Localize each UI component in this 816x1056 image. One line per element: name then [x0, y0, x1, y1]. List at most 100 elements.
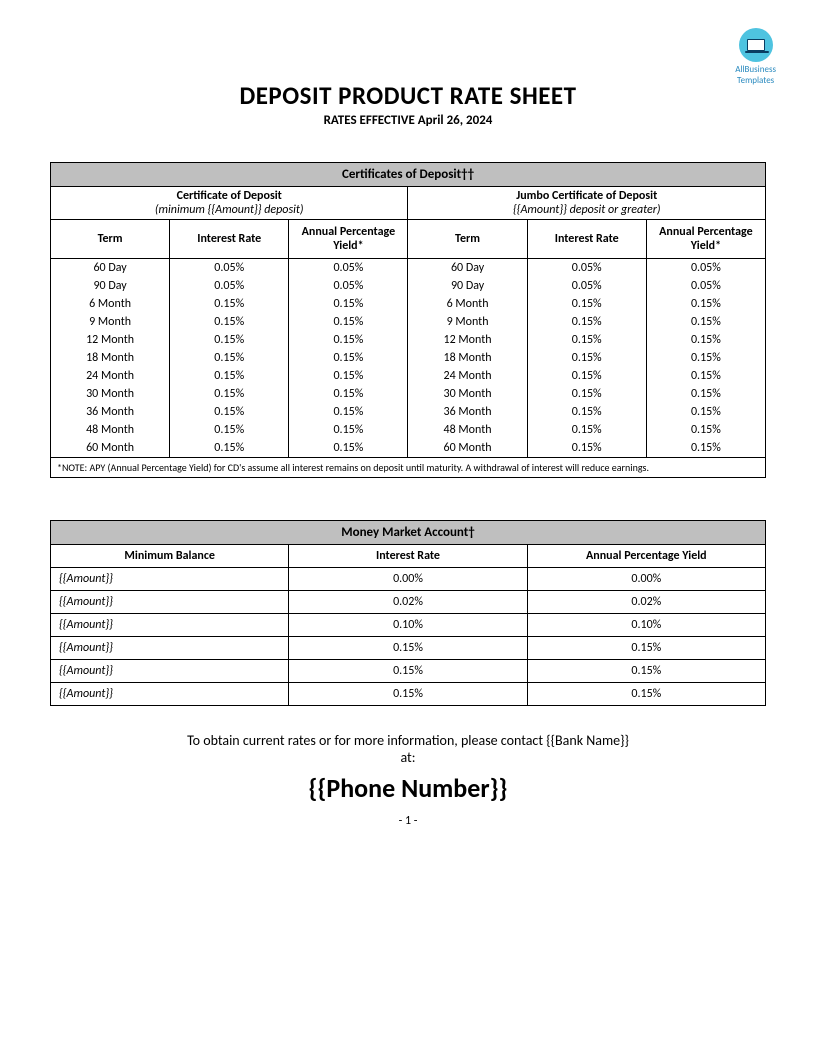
mm-col-bal: Minimum Balance	[51, 545, 289, 568]
cell: 0.00%	[527, 568, 765, 591]
cell: 0.15%	[170, 367, 289, 385]
cell: 0.15%	[289, 385, 408, 403]
col-apy: Annual Percentage Yield*	[289, 220, 408, 259]
table-row: {{Amount}}0.15%0.15%	[51, 683, 766, 706]
cd-table: Certificates of Deposit†† Certificate of…	[50, 162, 766, 478]
cell: 30 Month	[51, 385, 170, 403]
cell: 0.15%	[527, 385, 646, 403]
cell: 0.05%	[170, 259, 289, 278]
cell: 0.15%	[646, 331, 765, 349]
cell: 0.15%	[289, 421, 408, 439]
col-ir: Interest Rate	[170, 220, 289, 259]
cell: 0.15%	[170, 349, 289, 367]
cell: 0.15%	[646, 313, 765, 331]
cell: 0.15%	[527, 683, 765, 706]
cell: 0.00%	[289, 568, 527, 591]
cell: 0.05%	[646, 277, 765, 295]
table-row: 18 Month0.15%0.15%18 Month0.15%0.15%	[51, 349, 766, 367]
cell: 0.10%	[527, 614, 765, 637]
cell: 0.02%	[289, 591, 527, 614]
table-row: 48 Month0.15%0.15%48 Month0.15%0.15%	[51, 421, 766, 439]
cell: 0.15%	[527, 439, 646, 458]
cell: 90 Day	[408, 277, 527, 295]
logo-icon	[739, 28, 773, 62]
cd-header: Certificates of Deposit††	[51, 163, 766, 187]
cell: 0.15%	[646, 367, 765, 385]
cell: 0.15%	[527, 295, 646, 313]
cell: 36 Month	[51, 403, 170, 421]
cell: {{Amount}}	[51, 637, 289, 660]
cell: 0.05%	[170, 277, 289, 295]
page-number: - 1 -	[50, 814, 766, 828]
cell: 60 Day	[408, 259, 527, 278]
col-japy: Annual Percentage Yield*	[646, 220, 765, 259]
cell: 0.15%	[527, 331, 646, 349]
table-row: 90 Day0.05%0.05%90 Day0.05%0.05%	[51, 277, 766, 295]
cell: 0.15%	[527, 660, 765, 683]
table-row: 9 Month0.15%0.15%9 Month0.15%0.15%	[51, 313, 766, 331]
cd-left-sub: (minimum {{Amount}} deposit)	[155, 203, 304, 217]
cell: 18 Month	[51, 349, 170, 367]
cell: 0.15%	[527, 637, 765, 660]
subtitle: RATES EFFECTIVE April 26, 2024	[50, 113, 766, 128]
cell: 0.15%	[289, 683, 527, 706]
cell: 0.15%	[170, 313, 289, 331]
cell: 0.15%	[527, 367, 646, 385]
cell: 0.15%	[646, 403, 765, 421]
cell: {{Amount}}	[51, 591, 289, 614]
cell: 0.15%	[646, 421, 765, 439]
cell: 30 Month	[408, 385, 527, 403]
cell: 0.05%	[289, 259, 408, 278]
cell: 0.15%	[170, 331, 289, 349]
cell: 0.15%	[289, 313, 408, 331]
cell: 0.15%	[289, 367, 408, 385]
cell: 0.05%	[646, 259, 765, 278]
logo-text-1: AllBusiness	[735, 64, 776, 75]
cell: 60 Month	[51, 439, 170, 458]
table-row: 12 Month0.15%0.15%12 Month0.15%0.15%	[51, 331, 766, 349]
cell: 0.15%	[170, 295, 289, 313]
cd-right-title: Jumbo Certificate of Deposit	[516, 189, 657, 203]
cell: {{Amount}}	[51, 683, 289, 706]
cell: 9 Month	[408, 313, 527, 331]
cell: 0.15%	[527, 349, 646, 367]
cell: 0.15%	[289, 637, 527, 660]
table-row: 24 Month0.15%0.15%24 Month0.15%0.15%	[51, 367, 766, 385]
cell: 12 Month	[408, 331, 527, 349]
cd-left-title: Certificate of Deposit	[177, 189, 282, 203]
page-title: DEPOSIT PRODUCT RATE SHEET	[50, 80, 766, 111]
cell: 0.15%	[646, 385, 765, 403]
table-row: 36 Month0.15%0.15%36 Month0.15%0.15%	[51, 403, 766, 421]
cell: 0.15%	[289, 403, 408, 421]
cell: 36 Month	[408, 403, 527, 421]
cell: 0.15%	[646, 295, 765, 313]
cell: 0.15%	[170, 385, 289, 403]
col-term: Term	[51, 220, 170, 259]
cell: {{Amount}}	[51, 568, 289, 591]
cell: 24 Month	[408, 367, 527, 385]
mm-table: Money Market Account† Minimum Balance In…	[50, 520, 766, 706]
table-row: 60 Month0.15%0.15%60 Month0.15%0.15%	[51, 439, 766, 458]
cell: 0.15%	[527, 313, 646, 331]
col-jir: Interest Rate	[527, 220, 646, 259]
cell: 48 Month	[408, 421, 527, 439]
cell: 0.15%	[289, 295, 408, 313]
laptop-icon	[747, 39, 765, 51]
cell: 9 Month	[51, 313, 170, 331]
cell: {{Amount}}	[51, 660, 289, 683]
mm-col-apy: Annual Percentage Yield	[527, 545, 765, 568]
cell: 0.15%	[170, 421, 289, 439]
cell: 0.05%	[527, 259, 646, 278]
table-row: {{Amount}}0.10%0.10%	[51, 614, 766, 637]
cell: 0.05%	[527, 277, 646, 295]
contact-line2: at:	[400, 749, 415, 766]
cell: 12 Month	[51, 331, 170, 349]
cell: 0.05%	[289, 277, 408, 295]
cell: 6 Month	[51, 295, 170, 313]
cell: 0.15%	[289, 660, 527, 683]
cell: 0.15%	[170, 439, 289, 458]
cell: 60 Day	[51, 259, 170, 278]
contact-text: To obtain current rates or for more info…	[50, 732, 766, 766]
cell: 48 Month	[51, 421, 170, 439]
phone-number: {{Phone Number}}	[50, 772, 766, 804]
